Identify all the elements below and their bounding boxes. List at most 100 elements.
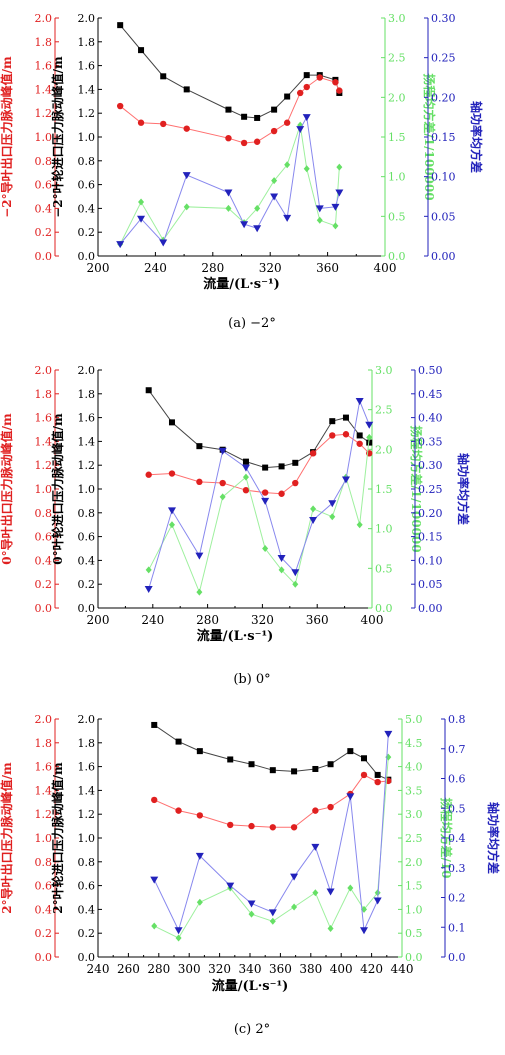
green-y-tick-label: 1.5 <box>375 483 393 496</box>
circle-marker <box>360 771 368 779</box>
circle-marker <box>329 432 336 439</box>
diamond-marker <box>225 204 232 212</box>
black-y-tick-label: 0.6 <box>78 179 96 192</box>
triangle-marker <box>384 730 393 738</box>
x-tick-label: 240 <box>144 261 167 275</box>
green-y-tick-label: 0.5 <box>375 562 393 575</box>
triangle-marker <box>311 843 320 851</box>
square-marker <box>117 22 124 29</box>
circle-marker <box>269 824 276 831</box>
square-marker <box>278 463 285 470</box>
red-y-tick-label: 1.0 <box>35 832 53 845</box>
black-y-tick-label: 1.4 <box>78 83 96 96</box>
diamond-marker <box>254 204 261 212</box>
red-y-tick-label: 0.2 <box>35 226 53 239</box>
red-y-tick-label: 1.4 <box>35 784 53 797</box>
blue-y-axis-label: 轴功率均方差 <box>486 802 501 874</box>
black-y-tick-label: 0.6 <box>78 531 96 544</box>
x-tick-label: 320 <box>251 613 274 627</box>
circle-marker <box>316 74 323 81</box>
x-axis-label: 流量/(L·s⁻¹) <box>212 978 289 994</box>
triangle-marker <box>224 189 233 197</box>
circle-marker <box>253 138 261 145</box>
red-y-axis-label: 0°导叶出口压力脉动峰值/m <box>0 413 14 565</box>
green-y-tick-label: 3.0 <box>388 12 406 25</box>
red-y-tick-label: 1.2 <box>35 808 53 821</box>
triangle-marker <box>159 239 168 247</box>
circle-marker <box>303 83 310 91</box>
square-marker <box>242 458 249 465</box>
blue-y-tick-label: 0.2 <box>448 892 466 905</box>
x-tick-label: 360 <box>269 962 292 976</box>
red-y-tick-label: 0.4 <box>35 554 53 567</box>
x-tick-label: 320 <box>208 962 231 976</box>
blue-y-tick-label: 0.7 <box>448 743 466 756</box>
red-series <box>145 431 373 497</box>
red-y-tick-label: 0.6 <box>35 531 53 544</box>
red-y-tick-label: 2.0 <box>35 713 53 726</box>
red-y-tick-label: 0.6 <box>35 179 53 192</box>
triangle-marker <box>182 172 191 180</box>
diamond-marker <box>336 163 343 171</box>
blue-y-tick-label: 0.5 <box>448 802 466 815</box>
blue-series <box>116 114 344 249</box>
x-tick-label: 380 <box>299 962 322 976</box>
triangle-marker <box>373 897 382 905</box>
panel-caption: (a) −2° <box>228 316 276 331</box>
circle-marker <box>168 470 176 477</box>
triangle-marker <box>309 516 318 524</box>
green-y-tick-label: 2.0 <box>375 443 393 456</box>
triangle-marker <box>137 215 146 223</box>
panel-caption: (b) 0° <box>233 672 270 687</box>
triangle-marker <box>261 497 270 505</box>
green-y-tick-label: 1.5 <box>388 131 406 144</box>
diamond-marker <box>316 216 323 224</box>
black-y-tick-label: 1.0 <box>78 483 96 496</box>
circle-marker <box>151 796 158 804</box>
green-y-tick-label: 2.0 <box>405 856 423 869</box>
x-tick-label: 200 <box>87 613 110 627</box>
triangle-marker <box>283 214 292 222</box>
black-y-tick-label: 1.6 <box>78 60 96 73</box>
blue-y-tick-label: 0.0 <box>448 951 466 964</box>
black-y-tick-label: 0.0 <box>78 250 96 263</box>
triangle-marker <box>296 126 305 134</box>
chart-panel-c: 240 260 280 300 320 340 360 380 400 420 440 流量/(L·s… <box>0 713 501 1037</box>
square-marker <box>361 755 367 762</box>
black-y-tick-label: 0.8 <box>78 507 96 520</box>
triangle-marker <box>335 189 344 197</box>
green-y-tick-label: 3.0 <box>405 808 423 821</box>
blue-series-line <box>153 733 389 933</box>
green-y-axis-label: 扬程均方差/1/100000 <box>409 425 424 552</box>
green-y-tick-label: 0.5 <box>405 927 423 940</box>
black-y-tick-label: 1.8 <box>78 388 96 401</box>
square-marker <box>292 459 299 466</box>
black-y-tick-label: 2.0 <box>78 12 96 25</box>
red-y-tick-label: 1.4 <box>35 83 53 96</box>
diamond-marker <box>138 198 145 206</box>
triangle-marker <box>270 193 279 201</box>
triangle-marker <box>326 888 335 896</box>
square-marker <box>366 439 373 446</box>
black-y-axis-label: 2°叶轮进口压力脉动峰值/m <box>50 762 65 914</box>
blue-y-tick-label: 0.05 <box>418 578 443 591</box>
blue-y-tick-label: 0.3 <box>448 862 466 875</box>
red-y-tick-label: 0.6 <box>35 880 53 893</box>
diamond-marker <box>196 588 203 596</box>
black-series <box>145 387 373 471</box>
blue-y-tick-label: 0.15 <box>418 531 443 544</box>
circle-marker <box>225 134 232 142</box>
black-y-tick-label: 1.2 <box>78 459 96 472</box>
diamond-marker <box>175 934 182 942</box>
blue-series-line <box>119 115 340 245</box>
blue-y-tick-label: 0.30 <box>418 459 443 472</box>
black-y-tick-label: 0.4 <box>78 554 96 567</box>
black-series <box>117 22 343 121</box>
triangle-marker <box>253 225 262 233</box>
green-y-tick-label: 5.0 <box>405 713 423 726</box>
square-marker <box>303 72 310 79</box>
square-marker <box>175 738 182 745</box>
circle-marker <box>332 79 339 86</box>
x-tick-label: 400 <box>330 962 353 976</box>
red-y-tick-label: 2.0 <box>35 364 53 377</box>
